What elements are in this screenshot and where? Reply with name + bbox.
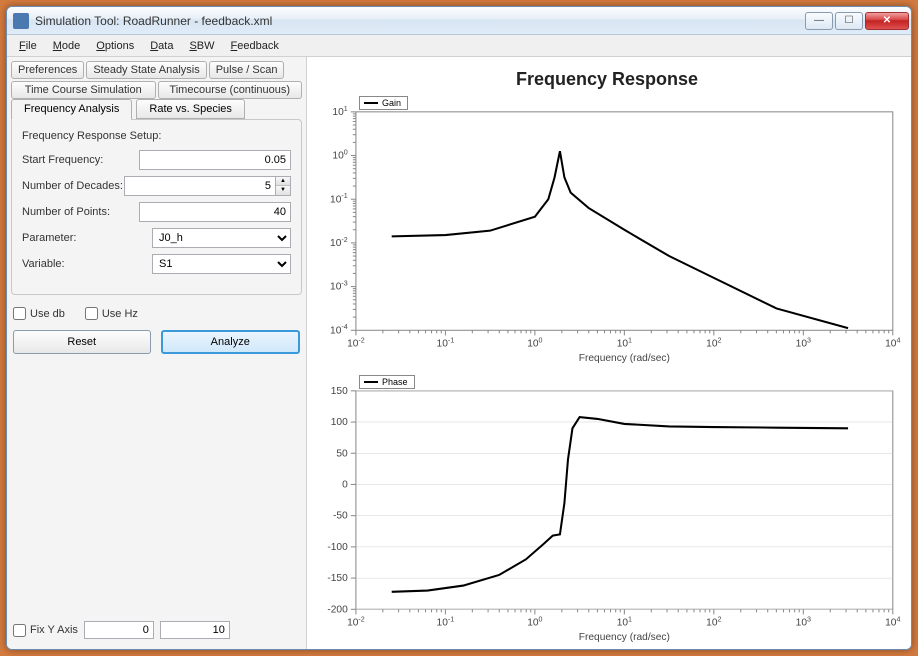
svg-text:10-2: 10-2	[347, 337, 365, 350]
maximize-button[interactable]: ☐	[835, 12, 863, 30]
phase-legend-swatch	[364, 381, 378, 383]
frequency-form: Frequency Response Setup: Start Frequenc…	[11, 119, 302, 295]
tab-row-3: Frequency Analysis Rate vs. Species	[11, 99, 302, 119]
points-input[interactable]	[139, 202, 291, 222]
titlebar: Simulation Tool: RoadRunner - feedback.x…	[7, 7, 911, 35]
svg-text:104: 104	[885, 615, 900, 628]
tab-time-course[interactable]: Time Course Simulation	[11, 81, 156, 99]
phase-chart: Phase -200 -150 -100 -50 0 50 100 150 10-2 10-1 10…	[311, 373, 903, 646]
svg-text:-50: -50	[333, 510, 348, 521]
svg-text:10-1: 10-1	[437, 337, 455, 350]
svg-text:100: 100	[331, 417, 348, 428]
svg-text:104: 104	[885, 337, 900, 350]
app-window: Simulation Tool: RoadRunner - feedback.x…	[6, 6, 912, 650]
phase-legend: Phase	[359, 375, 415, 389]
window-controls: — ☐ ✕	[805, 12, 909, 30]
svg-text:101: 101	[332, 105, 347, 118]
left-panel: Preferences Steady State Analysis Pulse …	[7, 57, 307, 649]
svg-text:-100: -100	[327, 541, 348, 552]
svg-text:102: 102	[706, 615, 721, 628]
svg-text:10-2: 10-2	[330, 236, 348, 249]
parameter-select[interactable]: J0_h	[152, 228, 291, 248]
svg-text:0: 0	[342, 479, 348, 490]
svg-text:10-3: 10-3	[330, 280, 348, 293]
menu-feedback[interactable]: Feedback	[223, 38, 287, 54]
gain-legend: Gain	[359, 96, 408, 110]
close-button[interactable]: ✕	[865, 12, 909, 30]
tab-pulse-scan[interactable]: Pulse / Scan	[209, 61, 285, 79]
svg-text:100: 100	[527, 615, 542, 628]
svg-text:Frequency (rad/sec): Frequency (rad/sec)	[579, 353, 670, 364]
menubar: File Mode Options Data SBW Feedback	[7, 35, 911, 57]
svg-text:Frequency (rad/sec): Frequency (rad/sec)	[579, 631, 670, 642]
reset-button[interactable]: Reset	[13, 330, 151, 354]
start-freq-input[interactable]	[139, 150, 291, 170]
tab-frequency-analysis[interactable]: Frequency Analysis	[11, 99, 132, 120]
parameter-label: Parameter:	[22, 232, 152, 244]
decades-input[interactable]	[124, 176, 276, 196]
svg-text:100: 100	[332, 149, 347, 162]
chart-area: Gain 10-210-110010110210310410-410-310-2…	[311, 94, 903, 645]
app-icon	[13, 13, 29, 29]
tab-preferences[interactable]: Preferences	[11, 61, 84, 79]
points-label: Number of Points:	[22, 206, 139, 218]
fix-y-check[interactable]: Fix Y Axis	[13, 624, 78, 637]
svg-text:10-4: 10-4	[330, 323, 348, 336]
fix-y-min[interactable]	[84, 621, 154, 639]
chart-title: Frequency Response	[311, 61, 903, 94]
gain-svg: 10-2 10-1 100 101 102 103 104 10-4 10-3 10-2 10-1 1…	[311, 94, 903, 367]
svg-text:50: 50	[336, 448, 348, 459]
fix-y-max[interactable]	[160, 621, 230, 639]
right-panel: Frequency Response Gain 10-210-110010110…	[307, 57, 911, 649]
phase-svg: -200 -150 -100 -50 0 50 100 150 10-2 10-1 100 101 10…	[311, 373, 903, 646]
variable-label: Variable:	[22, 258, 152, 270]
menu-options[interactable]: Options	[88, 38, 142, 54]
use-db-check[interactable]: Use db	[13, 307, 65, 320]
minimize-button[interactable]: —	[805, 12, 833, 30]
start-freq-label: Start Frequency:	[22, 154, 139, 166]
svg-text:-200: -200	[327, 604, 348, 615]
svg-text:10-1: 10-1	[437, 615, 455, 628]
menu-data[interactable]: Data	[142, 38, 181, 54]
checkbox-row: Use db Use Hz	[13, 307, 300, 320]
tab-timecourse-cont[interactable]: Timecourse (continuous)	[158, 81, 303, 99]
form-title: Frequency Response Setup:	[22, 130, 291, 142]
gain-chart: Gain 10-210-110010110210310410-410-310-2…	[311, 94, 903, 367]
content: Preferences Steady State Analysis Pulse …	[7, 57, 911, 649]
decades-label: Number of Decades:	[22, 180, 124, 192]
variable-select[interactable]: S1	[152, 254, 291, 274]
use-hz-check[interactable]: Use Hz	[85, 307, 138, 320]
svg-text:10-2: 10-2	[347, 615, 365, 628]
svg-text:103: 103	[796, 615, 811, 628]
button-row: Reset Analyze	[13, 330, 300, 354]
svg-text:100: 100	[527, 337, 542, 350]
tab-row-2: Time Course Simulation Timecourse (conti…	[11, 81, 302, 99]
gain-legend-swatch	[364, 102, 378, 104]
menu-mode[interactable]: Mode	[45, 38, 89, 54]
tab-steady-state[interactable]: Steady State Analysis	[86, 61, 206, 79]
analyze-button[interactable]: Analyze	[161, 330, 301, 354]
svg-text:10-1: 10-1	[330, 192, 348, 205]
decades-spinner[interactable]: ▲▼	[276, 176, 291, 196]
window-title: Simulation Tool: RoadRunner - feedback.x…	[35, 14, 805, 28]
svg-text:103: 103	[796, 337, 811, 350]
fix-y-row: Fix Y Axis	[11, 615, 302, 645]
menu-sbw[interactable]: SBW	[181, 38, 222, 54]
svg-text:-150: -150	[327, 573, 348, 584]
svg-text:101: 101	[617, 615, 632, 628]
svg-text:150: 150	[331, 385, 348, 396]
svg-text:102: 102	[706, 337, 721, 350]
tab-rate-vs-species[interactable]: Rate vs. Species	[136, 99, 245, 119]
tab-row-1: Preferences Steady State Analysis Pulse …	[11, 61, 302, 79]
svg-text:101: 101	[617, 337, 632, 350]
menu-file[interactable]: File	[11, 38, 45, 54]
